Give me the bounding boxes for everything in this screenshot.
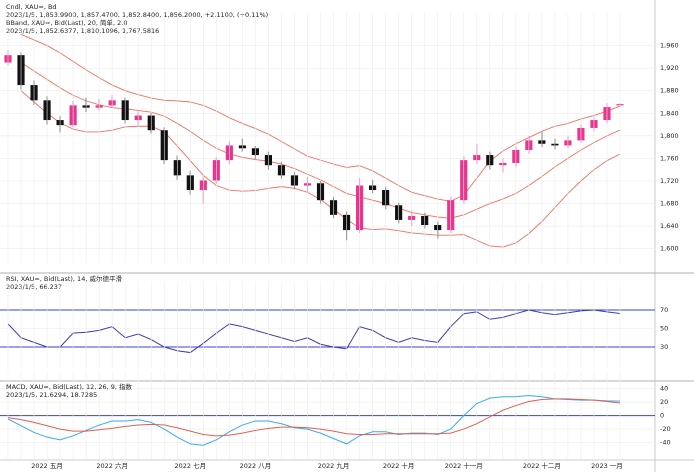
x-tick-label: 2023 一月 [591, 462, 623, 470]
x-tick-label: 2022 十二月 [523, 461, 561, 470]
y-tick-label: 40 [660, 385, 668, 393]
panel-title: MACD, XAU=, Bid(Last), 12, 26, 9, 指数 [6, 382, 133, 391]
indicator-line [7, 398, 621, 437]
x-tick-label: 2022 八月 [240, 462, 272, 470]
indicator-line [7, 394, 621, 446]
y-tick-label: 1,640 [660, 222, 679, 230]
y-tick-label: 1,600 [660, 245, 679, 253]
x-tick-label: 2022 九月 [318, 461, 350, 470]
panel-title: RSI, XAU=, Bid(Last), 14, 威尔德平滑 [6, 274, 122, 283]
x-tick-label: 2022 六月 [96, 461, 128, 470]
x-tick-label: 2022 十月 [383, 461, 415, 470]
y-tick-label: -20 [660, 425, 671, 433]
y-tick-label: 1,960 [660, 42, 679, 50]
y-tick-label: 1,760 [660, 154, 679, 162]
y-tick-label: 50 [660, 325, 668, 333]
indicator-line [7, 309, 621, 354]
bands-readout: 2023/1/5, 1,852.6377, 1,810.1096, 1,767.… [6, 27, 159, 35]
y-tick-label: 1,920 [660, 64, 679, 72]
y-tick-label: 1,880 [660, 87, 679, 95]
x-tick-label: 2022 七月 [174, 461, 206, 470]
y-tick-label: 1,840 [660, 109, 679, 117]
y-tick-label: 0 [660, 412, 664, 420]
y-tick-label: 70 [660, 306, 668, 314]
y-tick-label: 30 [660, 343, 668, 351]
y-tick-label: 1,680 [660, 200, 679, 208]
y-tick-label: 1,720 [660, 177, 679, 185]
bands-label: BBand, XAU=, Bid(Last), 20, 简单, 2.0 [6, 18, 128, 27]
panel-readout: 2023/1/5, 21.6294, 18.7285 [6, 391, 97, 399]
y-tick-label: -40 [660, 439, 671, 447]
x-tick-label: 2022 五月 [31, 462, 63, 470]
y-tick-label: 20 [660, 398, 668, 406]
x-tick-label: 2022 十一月 [445, 461, 483, 470]
y-tick-label: 1,800 [660, 132, 679, 140]
panel-readout: 2023/1/5, 1,853.9900, 1,857.4700, 1,852.… [6, 11, 268, 19]
panel-title: Cndl, XAU=, Bd [6, 3, 57, 11]
